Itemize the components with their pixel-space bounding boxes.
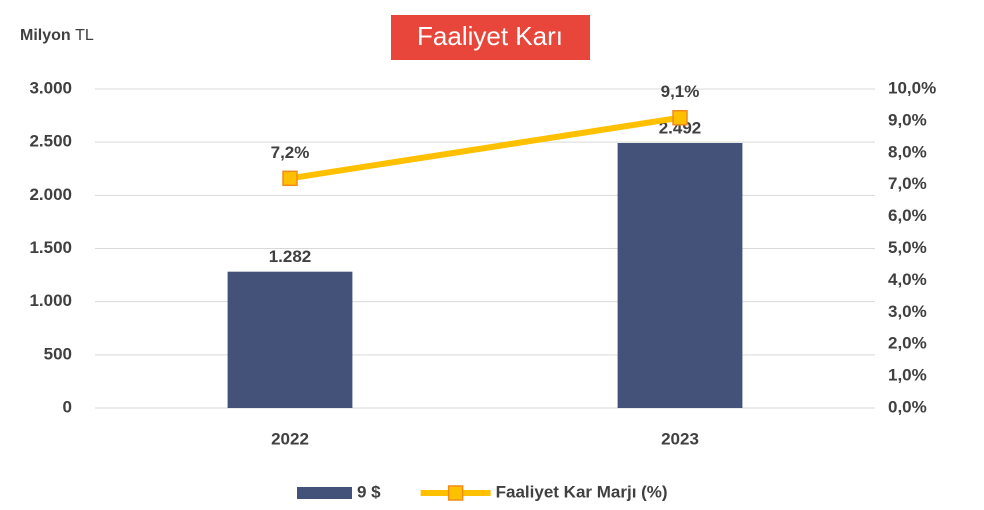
y-tick-label: 1.000 bbox=[29, 291, 72, 310]
legend-swatch bbox=[297, 487, 352, 499]
y2-tick-label: 0,0% bbox=[888, 397, 927, 416]
y-tick-label: 1.500 bbox=[29, 238, 72, 257]
y2-tick-label: 2,0% bbox=[888, 334, 927, 353]
y2-tick-label: 6,0% bbox=[888, 206, 927, 225]
y2-tick-label: 8,0% bbox=[888, 142, 927, 161]
line-marker bbox=[282, 170, 298, 187]
bar bbox=[227, 271, 353, 408]
legend-label: 9 $ bbox=[357, 482, 381, 501]
y2-tick-label: 3,0% bbox=[888, 302, 927, 321]
line-value-label: 9,1% bbox=[661, 82, 700, 101]
y-axis-label: Milyon TL bbox=[20, 27, 94, 44]
bar-value-label: 1.282 bbox=[269, 247, 312, 266]
legend-label: Faaliyet Kar Marjı (%) bbox=[496, 482, 668, 501]
y-axis-label-bold: Milyon bbox=[20, 27, 71, 44]
y-axis-label-unit: TL bbox=[75, 27, 94, 44]
y-tick-label: 2.500 bbox=[29, 132, 72, 151]
y2-tick-label: 5,0% bbox=[888, 238, 927, 257]
y2-tick-label: 4,0% bbox=[888, 270, 927, 289]
x-tick-label: 2022 bbox=[271, 429, 309, 448]
line-marker bbox=[672, 109, 688, 126]
y-tick-label: 2.000 bbox=[29, 185, 72, 204]
y-tick-label: 3.000 bbox=[29, 78, 72, 97]
title-box bbox=[391, 15, 590, 60]
bar bbox=[617, 143, 743, 408]
line bbox=[289, 114, 681, 182]
line-value-label: 7,2% bbox=[271, 143, 310, 162]
y2-tick-label: 9,0% bbox=[888, 110, 927, 129]
y2-tick-label: 10,0% bbox=[888, 78, 936, 97]
chart-title: Faaliyet Karı bbox=[417, 21, 563, 51]
legend-marker bbox=[447, 485, 464, 501]
x-tick-label: 2023 bbox=[661, 429, 699, 448]
bar-value-label: 2.492 bbox=[659, 119, 702, 138]
y-tick-label: 0 bbox=[63, 397, 72, 416]
y2-tick-label: 1,0% bbox=[888, 366, 927, 385]
y2-tick-label: 7,0% bbox=[888, 174, 927, 193]
y-tick-label: 500 bbox=[44, 344, 72, 363]
